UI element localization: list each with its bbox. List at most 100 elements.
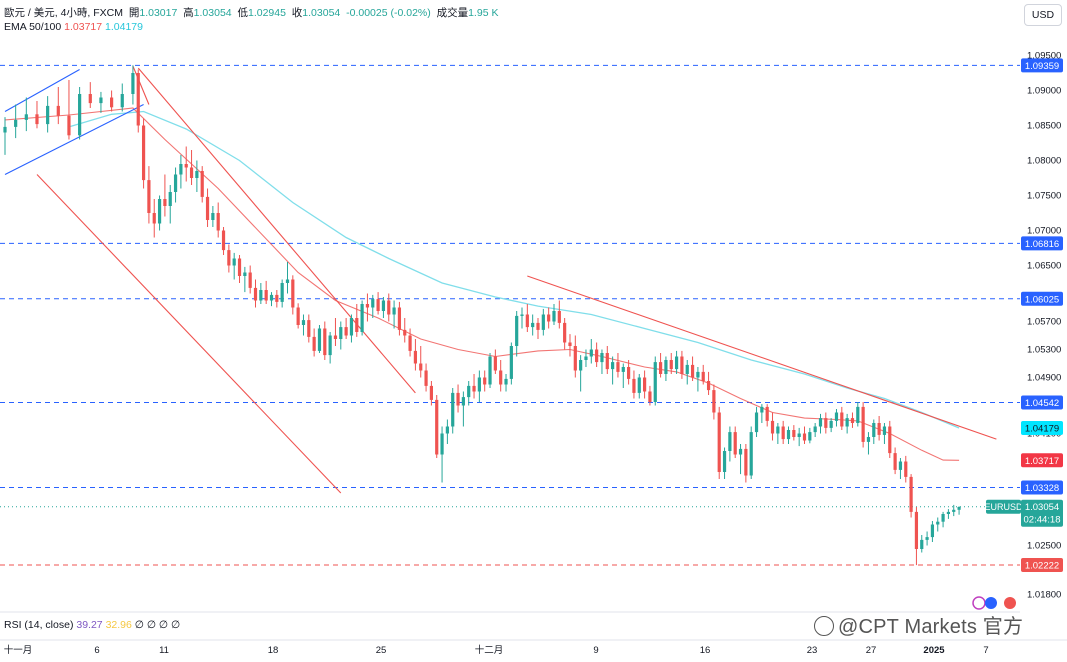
- candle-body: [786, 430, 791, 440]
- candle-body: [573, 346, 577, 371]
- candle-body: [328, 335, 332, 356]
- candle-body: [408, 335, 412, 351]
- candle-body: [392, 307, 396, 315]
- candle-body: [301, 320, 306, 325]
- rsi-legend[interactable]: RSI (14, close) 39.27 32.96 ∅ ∅ ∅ ∅: [4, 619, 180, 631]
- level-tag: [1021, 395, 1063, 410]
- trendlines: [4, 65, 997, 494]
- price-tick-label: 1.05300: [1027, 345, 1061, 356]
- price-tick-label: 1.05700: [1027, 317, 1061, 328]
- candle-body: [882, 426, 887, 435]
- candle-body: [845, 418, 849, 427]
- candle-body: [920, 539, 924, 549]
- candle-body: [424, 370, 428, 386]
- candle-body: [253, 287, 258, 301]
- candle-body: [781, 426, 785, 440]
- candle-body: [712, 390, 716, 413]
- candle-body: [738, 448, 743, 455]
- candle-body: [733, 432, 737, 455]
- ema-lines: [4, 107, 960, 461]
- channel-lower: [4, 104, 144, 175]
- candle-body: [765, 406, 769, 421]
- horizontal-levels: [0, 64, 1020, 566]
- candle-body: [648, 391, 652, 402]
- watermark: @CPT Markets 官方: [814, 610, 1023, 639]
- last-price-text: 1.03054: [1025, 502, 1059, 513]
- currency-button[interactable]: USD: [1024, 4, 1062, 26]
- ema-legend[interactable]: EMA 50/100 1.03717 1.04179: [4, 21, 143, 33]
- clock-icon[interactable]: [985, 597, 997, 609]
- candle-body: [520, 314, 524, 316]
- candle-body: [195, 171, 199, 178]
- trendline: [137, 67, 416, 394]
- candle-body: [664, 360, 668, 374]
- level-tag-text: 1.09359: [1025, 61, 1059, 72]
- candle-body: [189, 167, 194, 178]
- candle-body: [595, 349, 599, 363]
- candle-body: [99, 97, 103, 104]
- change-value: -0.00025 (-0.02%): [346, 7, 431, 19]
- candle-body: [24, 114, 28, 120]
- candle-body: [291, 279, 295, 308]
- candle-body: [344, 327, 348, 336]
- candle-body: [317, 328, 322, 351]
- symbol-title[interactable]: 歐元 / 美元, 4小時, FXCM: [4, 7, 124, 19]
- candle-body: [850, 418, 855, 423]
- ema100-value: 1.04179: [105, 21, 143, 33]
- time-axis[interactable]: 十一月 6 11 18 25 十二月 9 16 23 27 2025 7: [0, 639, 1067, 656]
- trendline: [36, 174, 342, 494]
- candle-body: [834, 412, 839, 421]
- candle-body: [312, 336, 316, 351]
- price-tick-label: 1.01800: [1027, 590, 1061, 601]
- candles: [3, 65, 961, 566]
- time-tick-label: 27: [866, 645, 877, 656]
- fx-icons[interactable]: [972, 596, 1016, 610]
- candle-body: [205, 196, 210, 220]
- level-tag: [1021, 480, 1063, 495]
- candle-body: [674, 356, 679, 370]
- rsi-extra: ∅ ∅ ∅ ∅: [134, 619, 181, 631]
- candle-body: [365, 304, 370, 308]
- candle-body: [627, 367, 631, 379]
- volume-value: 1.95 K: [468, 7, 499, 19]
- candle-body: [744, 448, 748, 476]
- candle-body: [552, 311, 556, 322]
- level-tag-text: 1.02222: [1025, 560, 1059, 571]
- time-tick-label: 25: [376, 645, 387, 656]
- time-tick-label: 18: [268, 645, 279, 656]
- candle-body: [509, 346, 513, 379]
- candle-body: [600, 353, 604, 363]
- candle-body: [706, 381, 711, 391]
- time-tick-label: 11: [159, 645, 169, 656]
- candle-body: [323, 328, 327, 356]
- candle-body: [930, 524, 935, 538]
- watermark-text: @CPT Markets 官方: [838, 616, 1024, 638]
- candle-body: [376, 299, 380, 311]
- candle-body: [78, 94, 82, 136]
- candle-body: [275, 294, 279, 302]
- candle-body: [541, 314, 545, 330]
- candle-body: [898, 461, 903, 470]
- candle-body: [589, 349, 593, 357]
- price-labels: 1.09359 1.06816 1.06025 1.04542 1.03328 1.022…: [984, 58, 1063, 572]
- symbol-tag: [986, 499, 1021, 514]
- toggle-icon[interactable]: [1004, 597, 1016, 609]
- ema-label: EMA 50/100: [4, 21, 62, 33]
- candle-body: [285, 279, 290, 283]
- time-tick-label: 7: [983, 645, 988, 656]
- candle-body: [563, 322, 567, 343]
- lightning-icon[interactable]: [972, 596, 986, 610]
- candle-body: [579, 360, 583, 371]
- candle-body: [456, 392, 460, 406]
- ema50-value: 1.03717: [64, 21, 103, 33]
- level-tag: [1021, 291, 1063, 306]
- candle-body: [637, 377, 641, 393]
- candle-body: [658, 362, 663, 374]
- candle-body: [792, 430, 796, 437]
- candle-body: [888, 426, 892, 454]
- candle-body: [941, 514, 945, 522]
- candle-body: [621, 367, 625, 372]
- ema-tag: [1021, 420, 1063, 435]
- candle-body: [472, 385, 476, 392]
